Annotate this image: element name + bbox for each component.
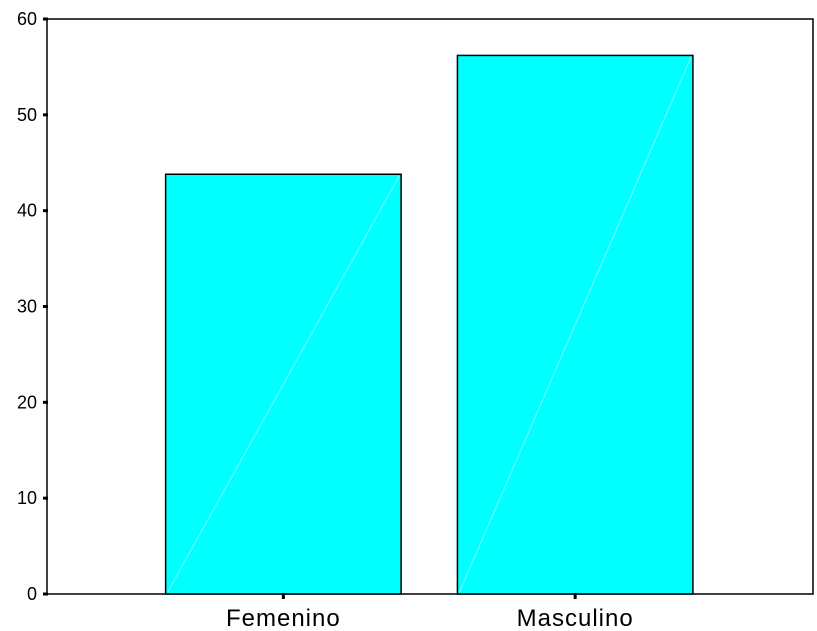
y-tick-label: 60 bbox=[17, 9, 37, 29]
bar-shading-line bbox=[167, 176, 400, 593]
y-tick-label: 20 bbox=[17, 392, 37, 412]
bar-shading-line bbox=[458, 57, 692, 593]
bars bbox=[164, 54, 694, 595]
y-tick-label: 0 bbox=[27, 584, 37, 604]
x-tick-label: Femenino bbox=[226, 605, 341, 631]
y-tick-label: 30 bbox=[17, 297, 37, 317]
x-tick-label: Masculino bbox=[517, 605, 634, 631]
plot-frame bbox=[46, 18, 814, 595]
y-tick-label: 50 bbox=[17, 105, 37, 125]
y-tick-label: 10 bbox=[17, 488, 37, 508]
x-axis: Femenino Masculino bbox=[226, 593, 634, 631]
y-axis: 0 10 20 30 40 50 60 bbox=[17, 9, 48, 604]
y-tick-label: 40 bbox=[17, 201, 37, 221]
